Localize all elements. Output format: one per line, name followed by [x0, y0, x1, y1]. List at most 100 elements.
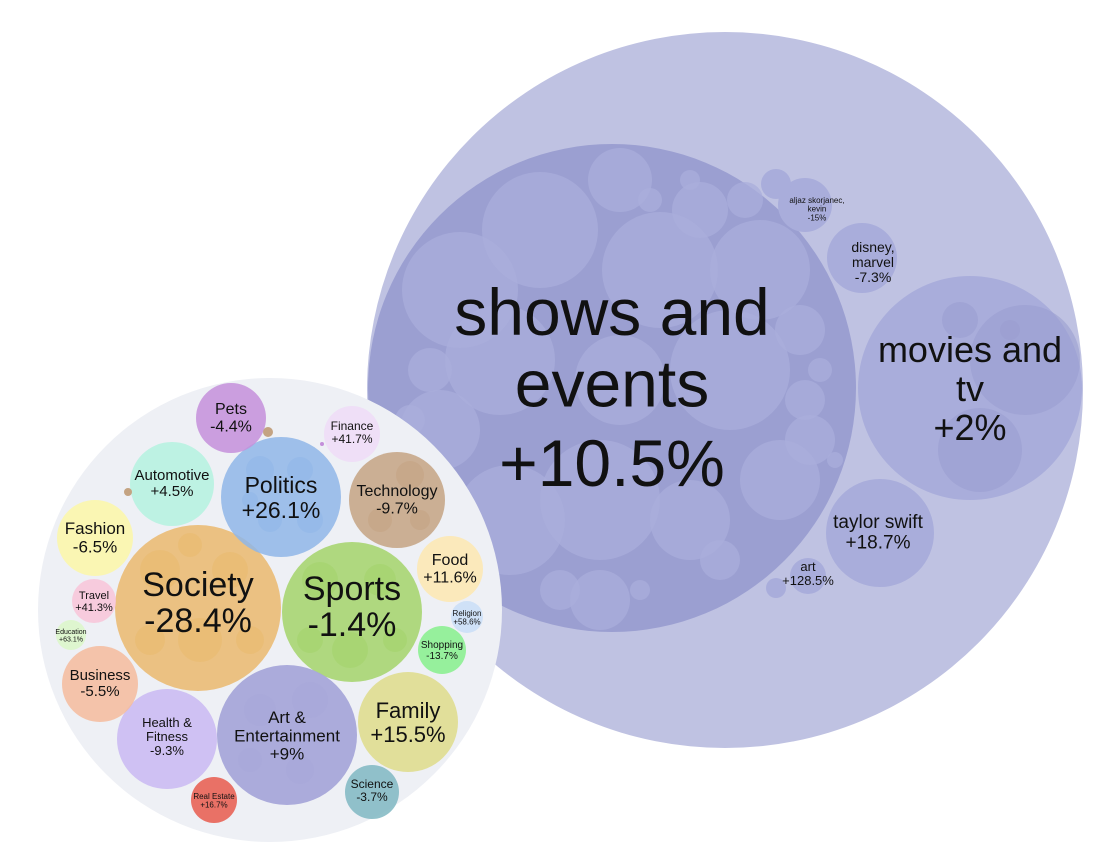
label-education: Education +63.1%: [55, 629, 86, 644]
bubble-taylor-swift[interactable]: [826, 479, 934, 587]
bubble-small-detail: [766, 578, 786, 598]
detail-sub-bubble: [638, 188, 662, 212]
detail-sub-bubble: [575, 335, 665, 425]
label-travel: Travel +41.3%: [75, 590, 113, 614]
detail-sub-bubble: [408, 348, 452, 392]
detail-sub-bubble: [630, 580, 650, 600]
bubble-religion[interactable]: [451, 601, 483, 633]
detail-sub-bubble: [670, 310, 790, 430]
bubble-food[interactable]: [417, 536, 483, 602]
bubble-real-estate[interactable]: [191, 777, 237, 823]
bubble-art[interactable]: [790, 558, 826, 594]
detail-sub-bubble: [588, 148, 652, 212]
category-sub-bubble: [297, 507, 323, 533]
bubble-family[interactable]: [358, 672, 458, 772]
label-shows-and-events-change: +10.5%: [499, 426, 725, 500]
bubble-fashion[interactable]: [57, 500, 133, 576]
label-aljaz-skorjanec-kevin: aljaz skorjanec, kevin -15%: [789, 196, 844, 222]
category-sub-bubble: [242, 492, 258, 508]
category-sub-bubble: [178, 618, 222, 662]
category-sub-bubble: [410, 510, 430, 530]
category-sub-bubble: [212, 552, 248, 588]
detail-sub-bubble: [727, 182, 763, 218]
category-sub-bubble: [238, 748, 262, 772]
label-business: Business -5.5%: [70, 667, 131, 700]
label-religion: Religion +58.6%: [453, 609, 482, 627]
label-real-estate: Real Estate +16.7%: [193, 792, 235, 810]
label-finance: Finance +41.7%: [331, 419, 374, 446]
category-sub-bubble: [368, 508, 392, 532]
detail-sub-bubble: [672, 182, 728, 238]
label-movies-and-tv-change: +2%: [933, 407, 1006, 448]
label-health-fitness: Health & Fitness -9.3%: [142, 715, 192, 758]
detail-sub-bubble: [710, 220, 810, 320]
detail-sub-bubble: [602, 212, 718, 328]
detail-sub-bubble: [540, 440, 660, 560]
detail-sub-bubble: [775, 305, 825, 355]
overview-bubble-group: Society-28.4% Sports-1.4% Art & Entertainme…: [38, 378, 502, 842]
label-taylor-swift: taylor swift +18.7%: [833, 512, 923, 554]
label-sports-change: -1.4%: [308, 606, 397, 644]
detail-sub-bubble: [680, 170, 700, 190]
label-art-entertainment: Art & Entertainment +9%: [234, 708, 340, 764]
bubble-science[interactable]: [345, 765, 399, 819]
bubble-travel[interactable]: [72, 579, 116, 623]
detail-sub-bubble: [1000, 320, 1020, 340]
category-sub-bubble: [287, 457, 313, 483]
label-fashion: Fashion -6.5%: [65, 519, 125, 556]
detail-sub-bubble: [785, 380, 825, 420]
label-food: Food +11.6%: [423, 552, 477, 586]
detail-sub-bubble: [540, 570, 580, 610]
detail-sub-bubble: [700, 540, 740, 580]
bubble-small-detail: [761, 169, 791, 199]
detail-sub-bubble: [942, 302, 978, 338]
tiny-bubble: [320, 442, 324, 446]
category-sub-bubble: [364, 564, 396, 596]
label-movies-and-tv: movies and tv: [878, 329, 1062, 409]
label-science: Science -3.7%: [351, 777, 394, 804]
category-sub-bubble: [297, 627, 323, 653]
detail-sub-bubble: [808, 358, 832, 382]
bubble-finance[interactable]: [324, 406, 380, 462]
category-sub-bubble: [383, 628, 407, 652]
bubble-business[interactable]: [62, 646, 138, 722]
category-sub-bubble: [292, 682, 328, 718]
category-sub-bubble: [396, 461, 424, 489]
category-sub-bubble: [286, 756, 314, 784]
bubble-pets[interactable]: [196, 383, 266, 453]
category-sub-bubble: [302, 562, 338, 598]
category-sub-bubble: [246, 456, 274, 484]
bubble-automotive[interactable]: [130, 442, 214, 526]
detail-sub-bubble: [938, 408, 1022, 492]
bubble-health-fitness[interactable]: [117, 689, 217, 789]
category-sub-bubble: [135, 625, 165, 655]
label-society: Society: [142, 566, 254, 604]
detail-sub-bubble: [482, 172, 598, 288]
label-disney-marvel: disney, marvel -7.3%: [851, 239, 894, 285]
label-pets: Pets -4.4%: [210, 401, 252, 435]
bubble-education[interactable]: [56, 620, 86, 650]
tiny-bubble: [124, 488, 132, 496]
category-sub-bubble: [236, 626, 264, 654]
label-society-change: -28.4%: [144, 602, 252, 640]
detail-sub-bubble: [970, 305, 1080, 415]
bubble-aljaz-skorjanec-kevin[interactable]: [778, 178, 832, 232]
label-sports: Sports: [303, 570, 401, 608]
detail-sub-bubble: [570, 570, 630, 630]
category-sub-bubble: [258, 508, 282, 532]
label-shows-and-events: shows and events: [454, 275, 770, 420]
category-sub-bubble: [244, 694, 276, 726]
label-politics: Politics +26.1%: [242, 472, 321, 523]
detail-sub-bubble: [650, 480, 730, 560]
label-art: art +128.5%: [782, 559, 834, 588]
detail-sub-bubble: [827, 452, 843, 468]
tiny-bubble: [263, 427, 273, 437]
label-technology: Technology -9.7%: [357, 483, 438, 517]
category-sub-bubble: [178, 533, 202, 557]
label-shopping: Shopping -13.7%: [421, 640, 463, 662]
bubble-disney-marvel[interactable]: [827, 223, 897, 293]
label-family: Family +15.5%: [370, 698, 445, 747]
category-sub-bubble: [332, 632, 368, 668]
bubble-shopping[interactable]: [418, 626, 466, 674]
